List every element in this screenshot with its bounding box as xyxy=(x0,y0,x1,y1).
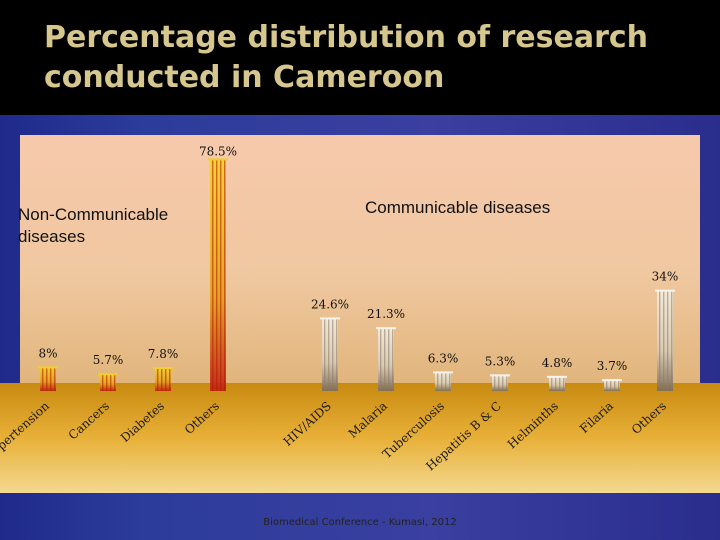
bar-stripe xyxy=(667,290,669,391)
bar-cap xyxy=(153,366,173,369)
bar-5 xyxy=(378,328,394,391)
bar-cap xyxy=(98,373,118,376)
bar-cap xyxy=(320,317,340,320)
footer-text: Biomedical Conference - Kumasi, 2012 xyxy=(263,517,457,528)
bar-2 xyxy=(155,367,171,391)
value-label: 34% xyxy=(652,270,679,284)
bar-stripe xyxy=(618,380,620,391)
bar-stripe xyxy=(671,290,673,391)
value-labels-group: 8% 5.7% 7.8% 78.5% 24.6% 21.3% 6.3% 5.3% 4.8% 3.7… xyxy=(38,144,678,373)
bar-7 xyxy=(492,375,508,391)
bar-stripe xyxy=(169,367,171,391)
bar-stripe xyxy=(388,328,390,391)
value-label: 24.6% xyxy=(311,297,349,311)
bar-stripe xyxy=(498,375,500,391)
group-label-cd: Communicable diseases xyxy=(365,198,550,217)
bar-stripe xyxy=(102,374,104,391)
bar-9 xyxy=(604,380,620,391)
bar-stripe xyxy=(555,376,557,391)
bar-8 xyxy=(549,376,565,391)
bar-stripe xyxy=(328,318,330,391)
bar-0 xyxy=(40,367,56,391)
bar-stripe xyxy=(165,367,167,391)
bar-1 xyxy=(100,374,116,391)
bar-stripe xyxy=(50,367,52,391)
bar-stripe xyxy=(563,376,565,391)
bar-stripe xyxy=(659,290,661,391)
bar-stripe xyxy=(606,380,608,391)
slide-title: Percentage distribution of research cond… xyxy=(44,20,648,95)
plot-floor xyxy=(0,383,720,493)
bar-stripe xyxy=(380,328,382,391)
bar-stripe xyxy=(614,380,616,391)
bar-stripe xyxy=(506,375,508,391)
bar-stripe xyxy=(46,367,48,391)
bar-cap xyxy=(208,158,228,161)
bar-stripe xyxy=(216,159,218,391)
bar-stripe xyxy=(161,367,163,391)
bar-cap xyxy=(490,374,510,377)
bar-stripe xyxy=(157,367,159,391)
value-label: 78.5% xyxy=(199,144,237,158)
value-label: 4.8% xyxy=(542,356,573,370)
bar-6 xyxy=(435,372,451,391)
slide-body: 8% 5.7% 7.8% 78.5% 24.6% 21.3% 6.3% 5.3% 4.8% 3.7… xyxy=(0,115,720,540)
bar-cap xyxy=(655,289,675,292)
value-label: 7.8% xyxy=(148,347,179,361)
value-label: 3.7% xyxy=(597,359,628,373)
bar-stripe xyxy=(114,374,116,391)
bar-cap xyxy=(433,371,453,374)
bar-stripe xyxy=(441,372,443,391)
bars-group xyxy=(38,158,675,391)
value-label: 21.3% xyxy=(367,307,405,321)
bar-cap xyxy=(38,366,58,369)
bar-stripe xyxy=(332,318,334,391)
bar-stripe xyxy=(551,376,553,391)
bar-cap xyxy=(602,379,622,382)
bar-stripe xyxy=(610,380,612,391)
value-label: 6.3% xyxy=(428,351,459,365)
bar-stripe xyxy=(212,159,214,391)
bar-stripe xyxy=(106,374,108,391)
bar-10 xyxy=(657,290,673,391)
bar-stripe xyxy=(324,318,326,391)
bar-stripe xyxy=(437,372,439,391)
plot-wall xyxy=(20,135,700,388)
bar-stripe xyxy=(663,290,665,391)
bar-stripe xyxy=(336,318,338,391)
bar-cap xyxy=(376,327,396,330)
value-label: 5.7% xyxy=(93,353,124,367)
bar-stripe xyxy=(224,159,226,391)
bar-stripe xyxy=(445,372,447,391)
bar-stripe xyxy=(42,367,44,391)
bar-stripe xyxy=(54,367,56,391)
bar-stripe xyxy=(494,375,496,391)
bar-4 xyxy=(322,318,338,391)
bar-stripe xyxy=(220,159,222,391)
bar-chart: 8% 5.7% 7.8% 78.5% 24.6% 21.3% 6.3% 5.3% 4.8% 3.7… xyxy=(0,135,720,493)
bar-stripe xyxy=(384,328,386,391)
value-label: 5.3% xyxy=(485,354,516,368)
bar-stripe xyxy=(449,372,451,391)
bar-cap xyxy=(547,375,567,378)
bar-stripe xyxy=(559,376,561,391)
bar-stripe xyxy=(110,374,112,391)
bar-stripe xyxy=(502,375,504,391)
bar-stripe xyxy=(392,328,394,391)
bar-3 xyxy=(210,159,226,391)
value-label: 8% xyxy=(38,346,57,360)
group-label-ncd: Non-Communicable diseases xyxy=(18,205,168,246)
